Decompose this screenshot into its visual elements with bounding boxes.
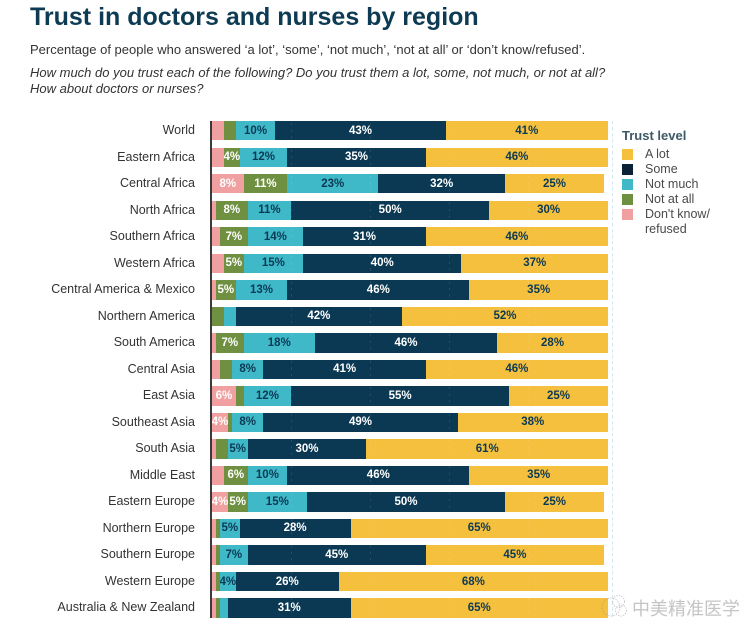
svg-text:中美精准医学: 中美精准医学: [632, 599, 740, 619]
